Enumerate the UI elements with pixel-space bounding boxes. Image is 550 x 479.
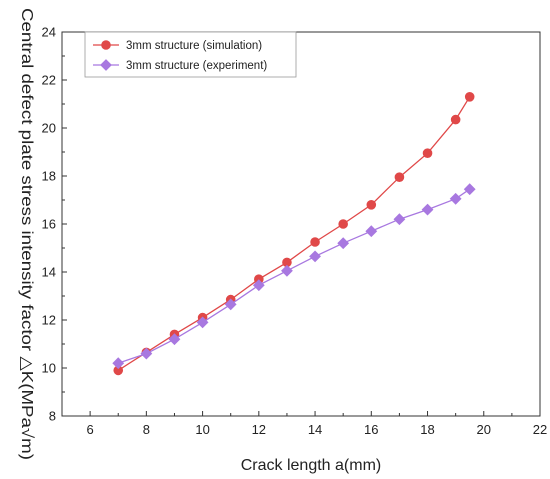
legend-label: 3mm structure (simulation): [126, 40, 262, 52]
data-point: [450, 114, 461, 125]
x-tick-label: 12: [252, 422, 266, 437]
y-axis-title: Central defect plate stress intensity fa…: [18, 8, 35, 460]
data-point: [196, 316, 209, 329]
series-line: [118, 188, 471, 364]
data-point: [140, 347, 153, 360]
data-point: [309, 250, 321, 263]
series-1: [113, 92, 475, 376]
legend-marker: [100, 59, 112, 71]
x-tick-label: 8: [143, 422, 150, 437]
y-tick-label: 20: [42, 121, 56, 136]
data-point: [463, 183, 476, 196]
data-point: [464, 92, 475, 102]
data-point: [365, 225, 378, 238]
data-point: [421, 203, 434, 216]
data-point: [281, 264, 293, 277]
x-tick-label: 10: [195, 422, 209, 437]
data-point: [310, 237, 320, 247]
y-tick-label: 24: [42, 25, 56, 40]
y-tick-label: 16: [42, 217, 56, 232]
data-point: [338, 219, 348, 229]
data-point: [337, 237, 350, 250]
data-point: [366, 200, 377, 210]
y-tick-label: 14: [42, 265, 56, 280]
series-layer: [112, 92, 476, 376]
data-point: [449, 192, 462, 205]
x-axis: 6 8 10 12 14 16 18 20 22: [61, 411, 547, 437]
y-tick-label: 22: [42, 73, 56, 88]
data-point: [252, 279, 265, 292]
y-tick-label: 18: [42, 169, 56, 184]
x-tick-label: 6: [87, 422, 94, 437]
legend-marker: [101, 40, 111, 50]
legend-label: 3mm structure (experiment): [126, 60, 267, 72]
legend-item: 3mm structure (simulation): [93, 40, 262, 52]
y-tick-label: 8: [49, 409, 56, 424]
x-tick-label: 20: [477, 422, 491, 437]
y-axis: 8 10 12 14 16 18 20 22 24: [42, 25, 67, 424]
x-axis-title: Crack length a(mm): [241, 457, 381, 474]
series-line: [117, 96, 471, 371]
data-point: [422, 148, 433, 158]
x-tick-label: 16: [364, 422, 378, 437]
y-tick-label: 10: [42, 361, 56, 376]
data-point: [168, 333, 181, 346]
data-point: [112, 357, 125, 370]
x-tick-label: 22: [533, 422, 547, 437]
data-point: [224, 298, 237, 311]
x-tick-label: 14: [308, 422, 322, 437]
legend-item: 3mm structure (experiment): [93, 59, 267, 72]
data-point: [394, 172, 405, 182]
legend: 3mm structure (simulation) 3mm structure …: [84, 31, 297, 78]
legend-box: [84, 31, 297, 78]
y-tick-label: 12: [42, 313, 56, 328]
data-point: [393, 213, 406, 226]
x-tick-label: 18: [420, 422, 434, 437]
series-2: [112, 183, 476, 370]
